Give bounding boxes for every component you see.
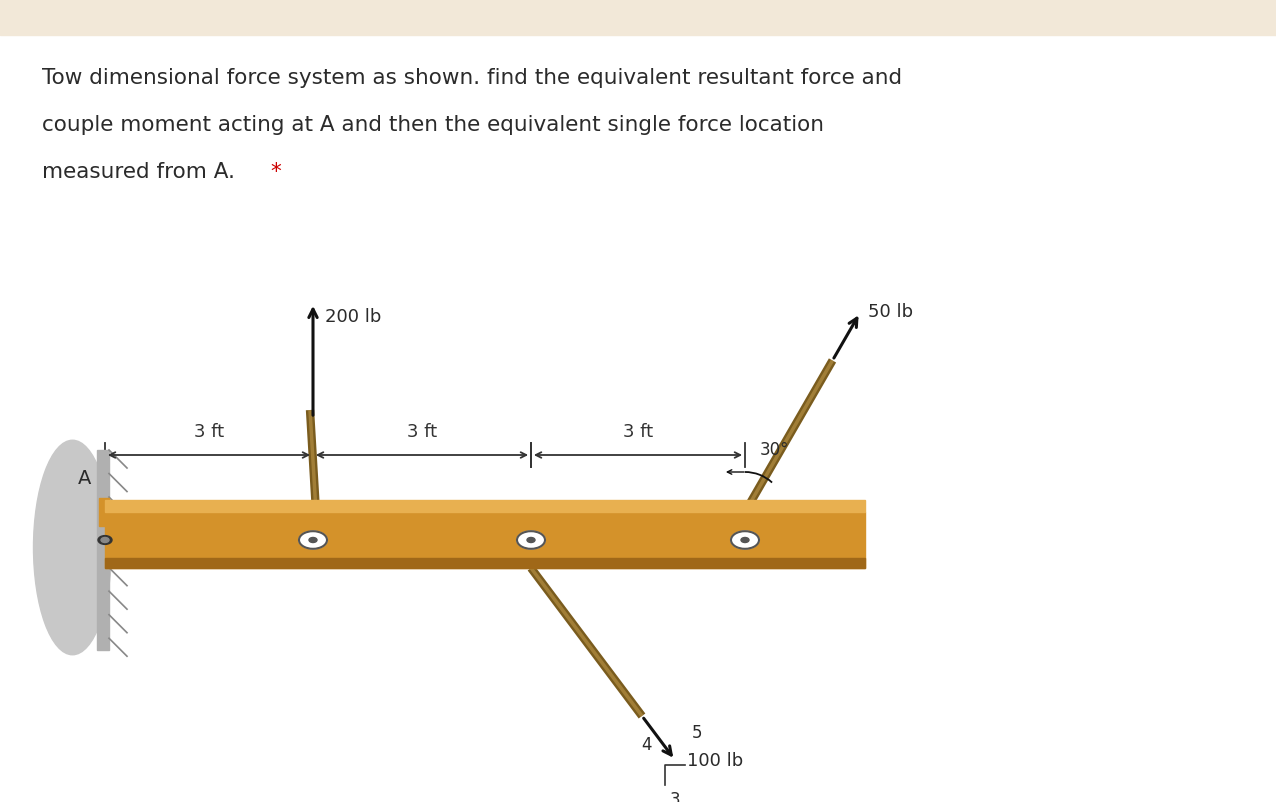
Text: 100 lb: 100 lb [686, 752, 743, 770]
Circle shape [527, 537, 535, 542]
Circle shape [517, 531, 545, 549]
Circle shape [101, 537, 108, 542]
Text: 5: 5 [692, 724, 702, 742]
Text: A: A [78, 469, 92, 488]
Circle shape [309, 537, 316, 542]
Bar [105, 500, 865, 512]
Text: *: * [271, 162, 281, 182]
Text: 50 lb: 50 lb [868, 303, 914, 321]
Text: Tow dimensional force system as shown. find the equivalent resultant force and: Tow dimensional force system as shown. f… [42, 68, 902, 88]
Bar [105, 558, 865, 568]
Text: 3 ft: 3 ft [194, 423, 225, 441]
Ellipse shape [33, 440, 111, 654]
Circle shape [731, 531, 759, 549]
Text: 30°: 30° [760, 441, 790, 459]
Text: 3 ft: 3 ft [407, 423, 438, 441]
Text: measured from A.: measured from A. [42, 162, 235, 182]
Bar [100, 498, 108, 526]
Circle shape [299, 531, 327, 549]
Bar [0, 0, 1276, 35]
Text: 3 ft: 3 ft [623, 423, 653, 441]
Bar [105, 512, 865, 568]
Text: 200 lb: 200 lb [325, 308, 382, 326]
Text: couple moment acting at A and then the equivalent single force location: couple moment acting at A and then the e… [42, 115, 824, 135]
Text: 4: 4 [642, 736, 652, 754]
Text: 3: 3 [670, 791, 680, 802]
Circle shape [98, 536, 112, 545]
Bar [97, 450, 108, 650]
Circle shape [741, 537, 749, 542]
